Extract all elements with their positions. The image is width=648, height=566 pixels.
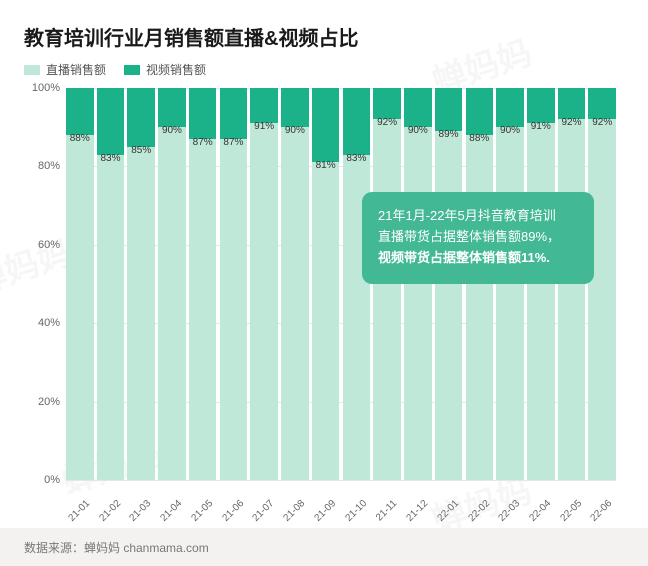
bar-segment-video: [312, 88, 340, 162]
x-tick-label: 21-08: [280, 498, 307, 525]
legend-item-series2: 视频销售额: [124, 61, 206, 78]
footer-source: 数据来源：蝉妈妈 chanmama.com: [24, 539, 209, 556]
bar-segment-video: [435, 88, 463, 131]
bar-column: 90%: [281, 88, 309, 480]
y-tick-label: 40%: [24, 317, 60, 329]
bar-segment-video: [496, 88, 524, 127]
plot-area: 0%20%40%60%80%100% 88%83%85%90%87%87%91%…: [24, 88, 624, 480]
bar-column: 83%: [97, 88, 125, 480]
x-tick-label: 21-07: [249, 498, 276, 525]
x-tick-label: 22-04: [526, 498, 553, 525]
legend-swatch-series1: [24, 65, 40, 75]
bar-column: 87%: [220, 88, 248, 480]
bar-segment-live: 87%: [189, 139, 217, 480]
x-tick-label: 21-03: [127, 498, 154, 525]
bar-segment-live: 90%: [158, 127, 186, 480]
bar-segment-video: [220, 88, 248, 139]
legend-label-series1: 直播销售额: [46, 61, 106, 78]
x-tick-label: 21-02: [96, 498, 123, 525]
footer-bar: 数据来源：蝉妈妈 chanmama.com: [0, 528, 648, 566]
y-tick-label: 60%: [24, 239, 60, 251]
bar-segment-live: 90%: [281, 127, 309, 480]
x-tick-label: 21-09: [311, 498, 338, 525]
bar-segment-live: 85%: [127, 147, 155, 480]
bar-segment-live: 91%: [527, 123, 555, 480]
bar-column: 81%: [312, 88, 340, 480]
bar-segment-video: [158, 88, 186, 127]
bar-segment-live: 89%: [435, 131, 463, 480]
chart-card: 教育培训行业月销售额直播&视频占比 直播销售额 视频销售额 0% 20% 40% 60…: [0, 0, 648, 507]
callout-line1: 21年1月-22年5月抖音教育培训: [378, 208, 556, 223]
bar-segment-live: 92%: [588, 119, 616, 480]
bar-segment-video: [466, 88, 494, 135]
bar-segment-live: 91%: [250, 123, 278, 480]
legend-swatch-series2: [124, 65, 140, 75]
x-tick-label: 21-06: [219, 498, 246, 525]
bar-segment-live: 88%: [466, 135, 494, 480]
bar-column: 90%: [158, 88, 186, 480]
callout-box: 21年1月-22年5月抖音教育培训 直播带货占据整体销售额89%， 视频带货占据…: [362, 192, 594, 284]
x-tick-label: 22-03: [495, 498, 522, 525]
bar-segment-video: [373, 88, 401, 119]
x-tick-label: 22-02: [465, 498, 492, 525]
x-tick-label: 21-11: [372, 498, 399, 525]
bar-segment-live: 90%: [404, 127, 432, 480]
bar-column: 85%: [127, 88, 155, 480]
bar-segment-video: [404, 88, 432, 127]
bar-segment-live: 83%: [97, 155, 125, 480]
bar-segment-video: [250, 88, 278, 123]
bar-segment-video: [97, 88, 125, 155]
bar-segment-video: [189, 88, 217, 139]
bar-segment-video: [281, 88, 309, 127]
x-tick-label: 22-01: [434, 498, 461, 525]
x-tick-label: 21-04: [157, 498, 184, 525]
bar-segment-live: 81%: [312, 162, 340, 480]
bar-column: 83%: [343, 88, 371, 480]
bar-segment-video: [527, 88, 555, 123]
x-tick-label: 21-10: [342, 498, 369, 525]
y-tick-label: 80%: [24, 160, 60, 172]
gridline: [66, 480, 616, 481]
bar-segment-live: 92%: [373, 119, 401, 480]
callout-line2: 直播带货占据整体销售额89%，: [378, 229, 560, 244]
x-tick-label: 22-06: [588, 498, 615, 525]
y-tick-label: 0%: [24, 474, 60, 486]
x-tick-label: 21-01: [65, 498, 92, 525]
chart-title: 教育培训行业月销售额直播&视频占比: [24, 22, 624, 51]
x-tick-label: 22-05: [557, 498, 584, 525]
y-tick-label: 100%: [24, 82, 60, 94]
legend-item-series1: 直播销售额: [24, 61, 106, 78]
bar-segment-live: 88%: [66, 135, 94, 480]
bar-segment-live: 90%: [496, 127, 524, 480]
bar-column: 88%: [66, 88, 94, 480]
bar-segment-video: [558, 88, 586, 119]
bar-segment-live: 87%: [220, 139, 248, 480]
bar-segment-video: [343, 88, 371, 155]
x-axis-labels: 21-0121-0221-0321-0421-0521-0621-0721-08…: [24, 486, 624, 497]
x-tick-label: 21-05: [188, 498, 215, 525]
legend-label-series2: 视频销售额: [146, 61, 206, 78]
bar-segment-video: [127, 88, 155, 147]
y-tick-label: 20%: [24, 396, 60, 408]
x-tick-label: 21-12: [403, 498, 430, 525]
legend: 直播销售额 视频销售额: [24, 61, 624, 78]
bar-column: 87%: [189, 88, 217, 480]
bar-column: 92%: [588, 88, 616, 480]
bar-segment-live: 92%: [558, 119, 586, 480]
bar-segment-video: [66, 88, 94, 135]
bar-column: 91%: [250, 88, 278, 480]
callout-line3: 视频带货占据整体销售额11%.: [378, 250, 550, 265]
bar-segment-video: [588, 88, 616, 119]
